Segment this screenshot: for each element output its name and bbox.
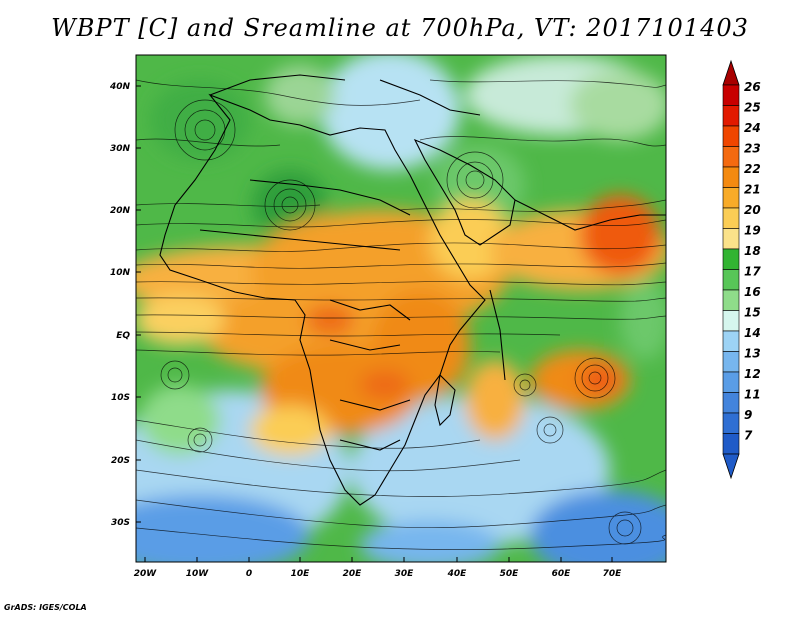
colorbar-swatch bbox=[722, 289, 740, 311]
colorbar-label: 26 bbox=[744, 80, 761, 94]
colorbar-swatch bbox=[722, 166, 740, 188]
lat-tick-label: 20S bbox=[111, 456, 130, 466]
colorbar-swatch bbox=[722, 84, 740, 106]
credit-label: GrADS: IGES/COLA bbox=[4, 603, 87, 612]
colorbar-swatch bbox=[722, 269, 740, 291]
colorbar-label: 7 bbox=[744, 429, 753, 443]
colorbar-label: 17 bbox=[744, 265, 761, 279]
colorbar-label: 20 bbox=[744, 203, 761, 217]
lon-tick-label: 30E bbox=[395, 569, 415, 579]
colorbar-swatch bbox=[722, 105, 740, 127]
colorbar-label: 12 bbox=[744, 367, 761, 381]
colorbar-swatch bbox=[722, 310, 740, 332]
colorbar-label: 18 bbox=[744, 244, 761, 258]
colorbar-swatch bbox=[722, 187, 740, 209]
colorbar-label: 14 bbox=[744, 326, 761, 340]
colorbar-min-arrow bbox=[722, 453, 740, 480]
lat-tick-label: 30S bbox=[111, 518, 130, 528]
lon-tick-label: 0 bbox=[246, 569, 252, 579]
colorbar-max-arrow bbox=[722, 59, 740, 86]
lon-tick-label: 70E bbox=[603, 569, 623, 579]
lon-tick-label: 20E bbox=[343, 569, 363, 579]
colorbar-swatch bbox=[722, 207, 740, 229]
colorbar-label: 16 bbox=[744, 285, 761, 299]
colorbar: 26 25 24 23 22 21 20 19 18 17 16 15 14 13 12 11 9 7 bbox=[722, 59, 761, 480]
colorbar-swatch bbox=[722, 146, 740, 168]
colorbar-label: 13 bbox=[744, 347, 761, 361]
colorbar-label: 25 bbox=[744, 101, 761, 115]
lat-tick-label: 30N bbox=[110, 144, 131, 154]
colorbar-label: 11 bbox=[744, 388, 761, 402]
colorbar-label: 21 bbox=[744, 183, 761, 197]
colorbar-label: 23 bbox=[744, 142, 761, 156]
colorbar-label: 9 bbox=[744, 408, 752, 422]
lon-tick-label: 60E bbox=[552, 569, 572, 579]
colorbar-swatch bbox=[722, 248, 740, 270]
lat-tick-label: EQ bbox=[116, 331, 130, 341]
lat-tick-label: 40N bbox=[109, 82, 131, 92]
colorbar-swatch bbox=[722, 351, 740, 373]
colorbar-swatch bbox=[722, 412, 740, 434]
colorbar-swatch bbox=[722, 392, 740, 414]
colorbar-swatch bbox=[722, 371, 740, 393]
lat-tick-label: 10N bbox=[110, 268, 131, 278]
lat-tick-label: 10S bbox=[111, 393, 130, 403]
lon-tick-label: 10E bbox=[291, 569, 311, 579]
colorbar-label: 19 bbox=[744, 224, 761, 238]
lon-tick-label: 20W bbox=[134, 569, 158, 579]
map-title: WBPT [C] and Sreamline at 700hPa, VT: 20… bbox=[51, 14, 749, 42]
map-frame bbox=[135, 54, 667, 563]
lat-tick-label: 20N bbox=[110, 206, 131, 216]
lon-tick-label: 40E bbox=[447, 569, 468, 579]
longitude-ticks: 20W 10W 0 10E 20E 30E 40E 50E 60E 70E bbox=[134, 557, 622, 579]
lon-tick-label: 50E bbox=[500, 569, 520, 579]
colorbar-swatch bbox=[722, 125, 740, 147]
colorbar-label: 22 bbox=[744, 162, 761, 176]
latitude-ticks: 40N 30N 20N 10N EQ 10S 20S 30S bbox=[109, 82, 141, 528]
colorbar-swatch bbox=[722, 330, 740, 352]
colorbar-label: 24 bbox=[744, 121, 761, 135]
lon-tick-label: 10W bbox=[186, 569, 210, 579]
colorbar-label: 15 bbox=[744, 306, 761, 320]
coastlines bbox=[159, 74, 666, 506]
colorbar-swatch bbox=[722, 433, 740, 455]
colorbar-swatch bbox=[722, 228, 740, 250]
